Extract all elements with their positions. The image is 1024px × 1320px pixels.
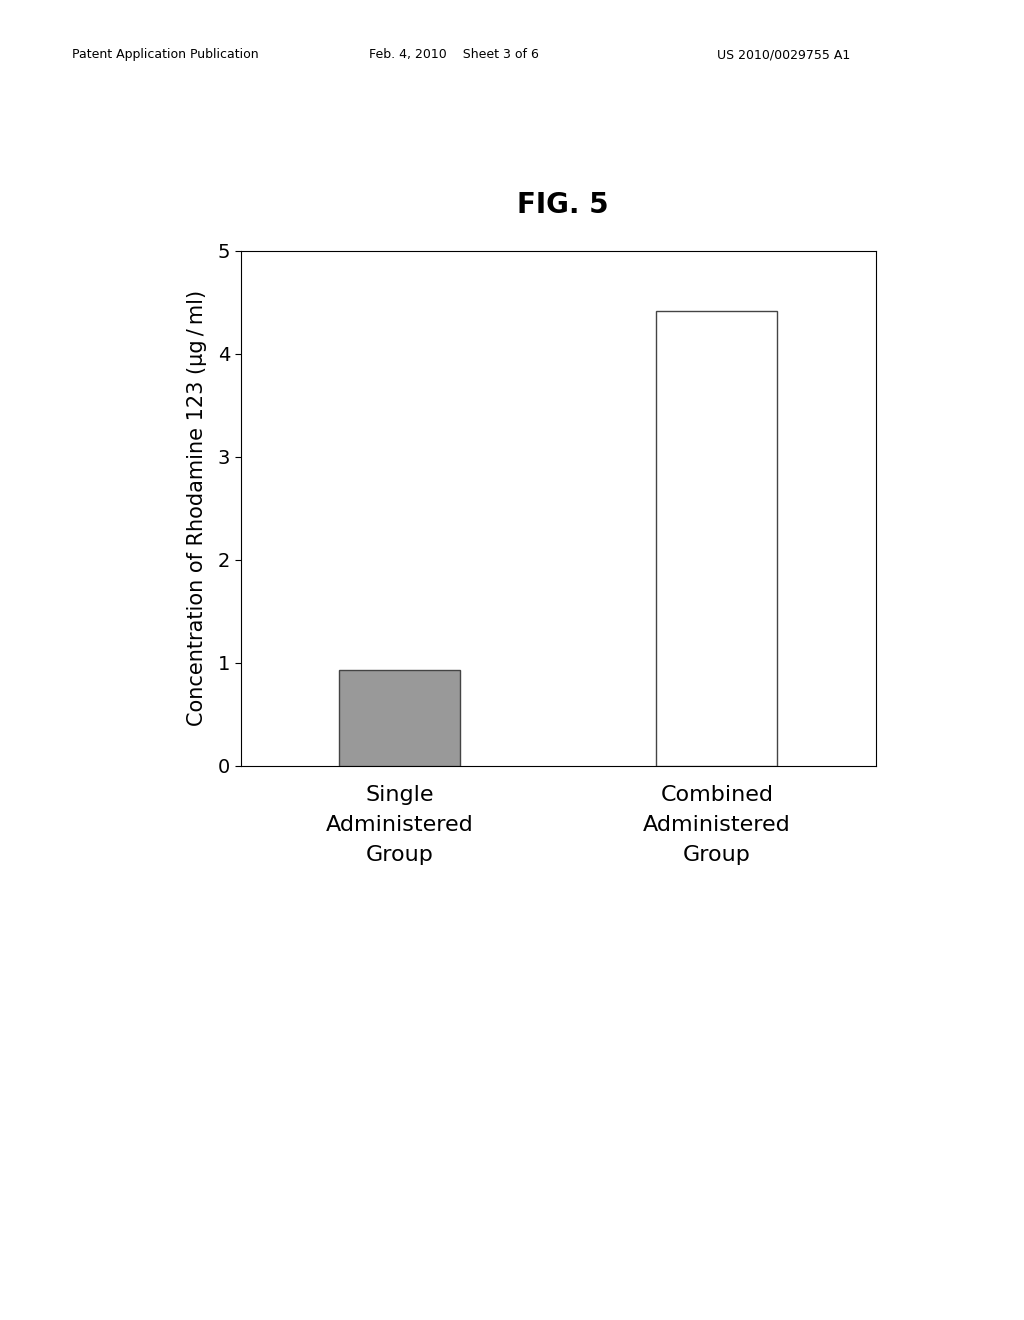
- Bar: [656, 310, 777, 766]
- Text: Single
Administered
Group: Single Administered Group: [326, 785, 473, 865]
- Text: Feb. 4, 2010    Sheet 3 of 6: Feb. 4, 2010 Sheet 3 of 6: [369, 48, 539, 61]
- Text: FIG. 5: FIG. 5: [517, 190, 609, 219]
- Bar: [339, 669, 460, 766]
- Y-axis label: Concentration of Rhodamine 123 (μg / ml): Concentration of Rhodamine 123 (μg / ml): [186, 290, 207, 726]
- Text: US 2010/0029755 A1: US 2010/0029755 A1: [717, 48, 850, 61]
- Text: Combined
Administered
Group: Combined Administered Group: [643, 785, 791, 865]
- Text: Patent Application Publication: Patent Application Publication: [72, 48, 258, 61]
